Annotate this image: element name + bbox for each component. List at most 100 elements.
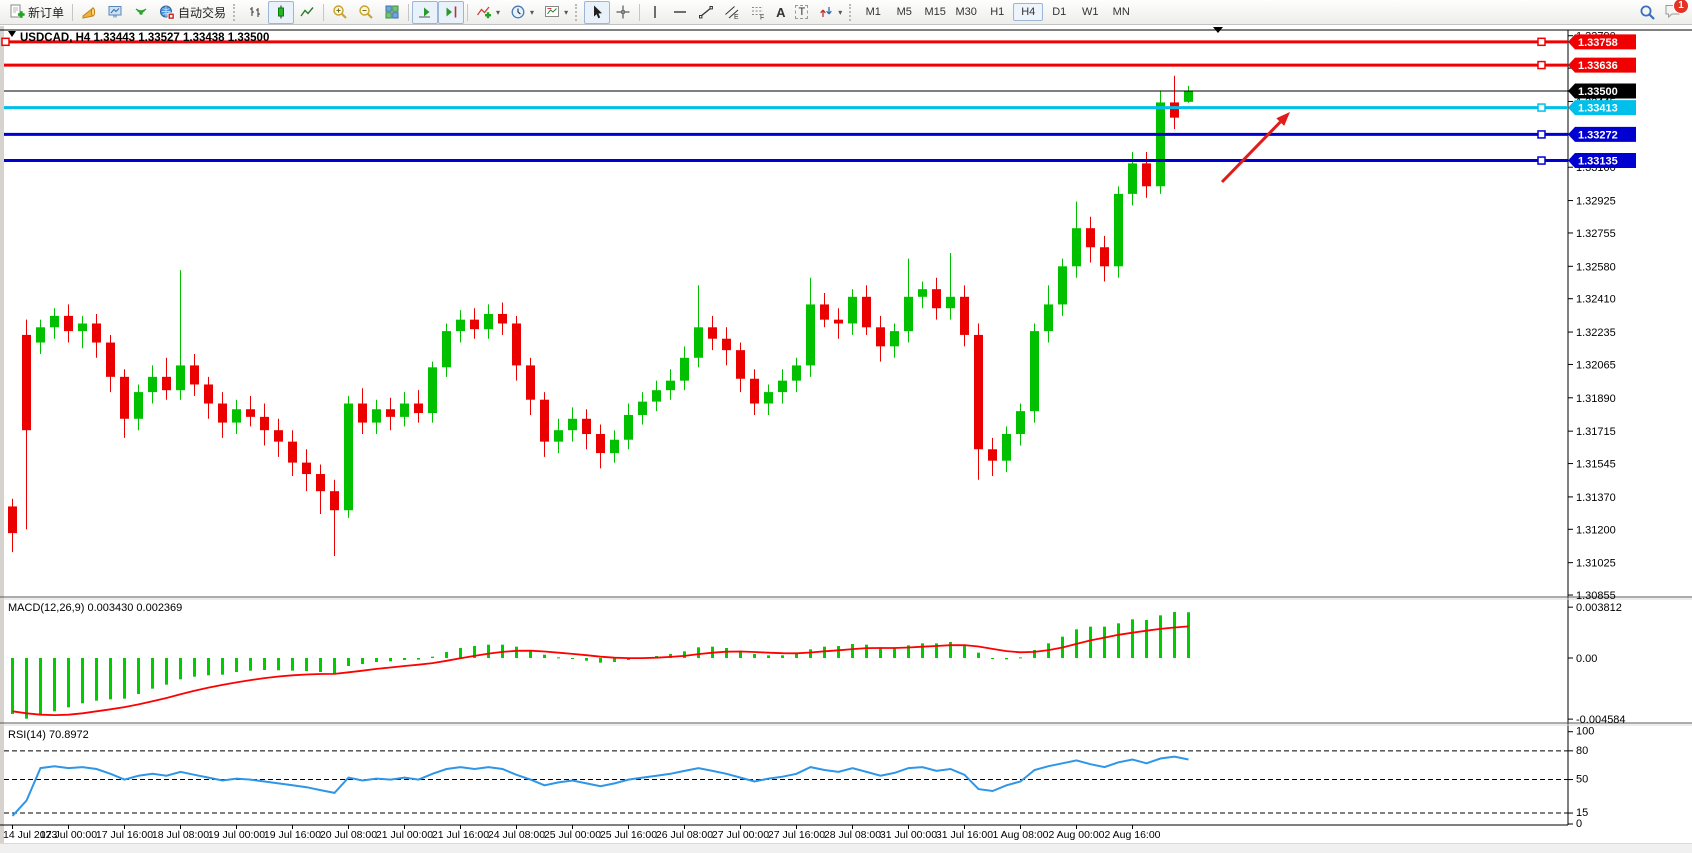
timeframe-h4[interactable]: H4 bbox=[1013, 3, 1044, 21]
arrow-annotation-head[interactable] bbox=[1276, 112, 1290, 126]
timeframe-mn[interactable]: MN bbox=[1112, 6, 1130, 18]
price-tick-label: 1.30855 bbox=[1576, 590, 1616, 602]
line-handle[interactable] bbox=[1, 37, 10, 47]
line-handle[interactable] bbox=[1537, 130, 1546, 139]
fibonacci-icon: F bbox=[752, 7, 764, 20]
zoom-in-button[interactable] bbox=[327, 1, 353, 24]
crosshair-button[interactable] bbox=[610, 1, 636, 24]
toolbar-grip[interactable] bbox=[849, 3, 854, 21]
macd-histogram-bar bbox=[823, 646, 826, 658]
rsi-tick-label: 80 bbox=[1576, 745, 1588, 757]
vertical-line-button[interactable] bbox=[643, 1, 667, 24]
timeframe-w1[interactable]: W1 bbox=[1081, 6, 1099, 18]
candlestick-chart-button[interactable] bbox=[268, 0, 295, 24]
candle-up bbox=[1184, 90, 1193, 102]
megaphone-button[interactable] bbox=[76, 1, 102, 24]
line-handle[interactable] bbox=[1537, 60, 1546, 70]
macd-histogram-bar bbox=[1103, 626, 1106, 658]
search-icon[interactable] bbox=[1639, 4, 1656, 21]
toolbar-right-tools: 1 bbox=[1639, 0, 1689, 22]
macd-histogram-bar bbox=[123, 658, 126, 699]
chevron-down-icon: ▾ bbox=[530, 7, 535, 17]
arrows-icon bbox=[820, 7, 833, 17]
chart-shift-button[interactable] bbox=[438, 0, 465, 24]
line-chart-button[interactable] bbox=[294, 1, 320, 24]
fibonacci-button[interactable]: F bbox=[745, 1, 771, 24]
line-handle[interactable] bbox=[1537, 37, 1546, 47]
toolbar-separator bbox=[72, 3, 74, 21]
timeframe-m5[interactable]: M5 bbox=[896, 6, 912, 18]
market-watch-button[interactable] bbox=[102, 1, 128, 24]
price-tick-label: 1.32235 bbox=[1576, 327, 1616, 339]
toolbar-grip[interactable] bbox=[233, 3, 238, 21]
macd-histogram-bar bbox=[585, 658, 588, 661]
periods-button[interactable]: ▾ bbox=[505, 1, 539, 24]
macd-histogram-bar bbox=[949, 642, 952, 658]
timeframe-d1[interactable]: D1 bbox=[1052, 6, 1067, 18]
arrow-annotation-shaft[interactable] bbox=[1220, 120, 1282, 184]
zoom-out-button[interactable] bbox=[353, 1, 379, 24]
timeframe-m30[interactable]: M30 bbox=[955, 6, 977, 18]
equidistant-channel-button[interactable]: E bbox=[719, 1, 745, 24]
signal-button[interactable] bbox=[128, 1, 154, 24]
auto-scroll-button[interactable] bbox=[412, 0, 439, 24]
time-tick-label: 24 Jul 08:00 bbox=[488, 829, 545, 841]
new-order-icon bbox=[10, 4, 25, 18]
trendline-button[interactable] bbox=[693, 1, 719, 24]
new-order-label: 新订单 bbox=[28, 5, 65, 20]
text-label-button[interactable]: T bbox=[790, 1, 813, 24]
autotrading-label: 自动交易 bbox=[178, 5, 227, 20]
bar-chart-button[interactable] bbox=[242, 1, 268, 24]
text-button[interactable]: A bbox=[771, 1, 790, 24]
horizontal-line-button[interactable] bbox=[667, 1, 693, 24]
candle-up bbox=[456, 319, 465, 332]
periods-icon bbox=[511, 5, 525, 19]
rsi-tick-label: 50 bbox=[1576, 774, 1588, 786]
price-tick-label: 1.31370 bbox=[1576, 492, 1616, 504]
candle-up bbox=[1058, 266, 1067, 305]
candle-down bbox=[274, 430, 283, 442]
candle-down bbox=[862, 296, 871, 328]
line-chart-icon bbox=[300, 7, 314, 17]
candle-up bbox=[638, 401, 647, 415]
timeframe-m1[interactable]: M1 bbox=[865, 6, 881, 18]
candle-up bbox=[36, 327, 45, 343]
candle-down bbox=[218, 403, 227, 423]
macd-histogram-bar bbox=[11, 658, 14, 714]
macd-histogram-bar bbox=[25, 658, 28, 719]
toolbar-separator bbox=[639, 3, 641, 21]
tile-windows-icon bbox=[385, 5, 399, 19]
indicators-button[interactable]: ▾ bbox=[471, 1, 505, 24]
candle-down bbox=[722, 338, 731, 351]
new-order-button[interactable]: 新订单 bbox=[4, 1, 69, 24]
candle-up bbox=[232, 409, 241, 423]
arrows-button[interactable]: ▾ bbox=[813, 1, 847, 24]
candle-down bbox=[330, 491, 339, 511]
price-tick-label: 1.32065 bbox=[1576, 359, 1616, 371]
auto-scroll-icon bbox=[419, 7, 431, 18]
macd-histogram-bar bbox=[151, 658, 154, 689]
cursor-button[interactable] bbox=[584, 0, 611, 24]
candle-up bbox=[148, 376, 157, 393]
line-handle[interactable] bbox=[1537, 103, 1546, 112]
price-tick-label: 1.31200 bbox=[1576, 524, 1616, 536]
candle-down bbox=[834, 319, 843, 324]
timeframe-m15[interactable]: M15 bbox=[924, 6, 946, 18]
macd-histogram-bar bbox=[53, 658, 56, 712]
candle-down bbox=[8, 506, 17, 534]
timeframe-h1[interactable]: H1 bbox=[990, 6, 1005, 18]
candle-up bbox=[400, 403, 409, 417]
toolbar-grip[interactable] bbox=[575, 3, 580, 21]
candle-up bbox=[848, 296, 857, 324]
time-tick-label: 25 Jul 00:00 bbox=[544, 829, 601, 841]
line-handle[interactable] bbox=[1537, 156, 1546, 165]
timeframe-group: M1 M5 M15 M30 H1 H4 D1 W1 MN bbox=[858, 3, 1136, 21]
autotrading-button[interactable]: 自动交易 bbox=[154, 1, 231, 24]
templates-button[interactable]: ▾ bbox=[539, 1, 573, 24]
tile-windows-button[interactable] bbox=[379, 1, 405, 24]
notifications-button[interactable]: 1 bbox=[1664, 0, 1689, 22]
candle-up bbox=[806, 304, 815, 366]
chart-background bbox=[0, 26, 1692, 853]
